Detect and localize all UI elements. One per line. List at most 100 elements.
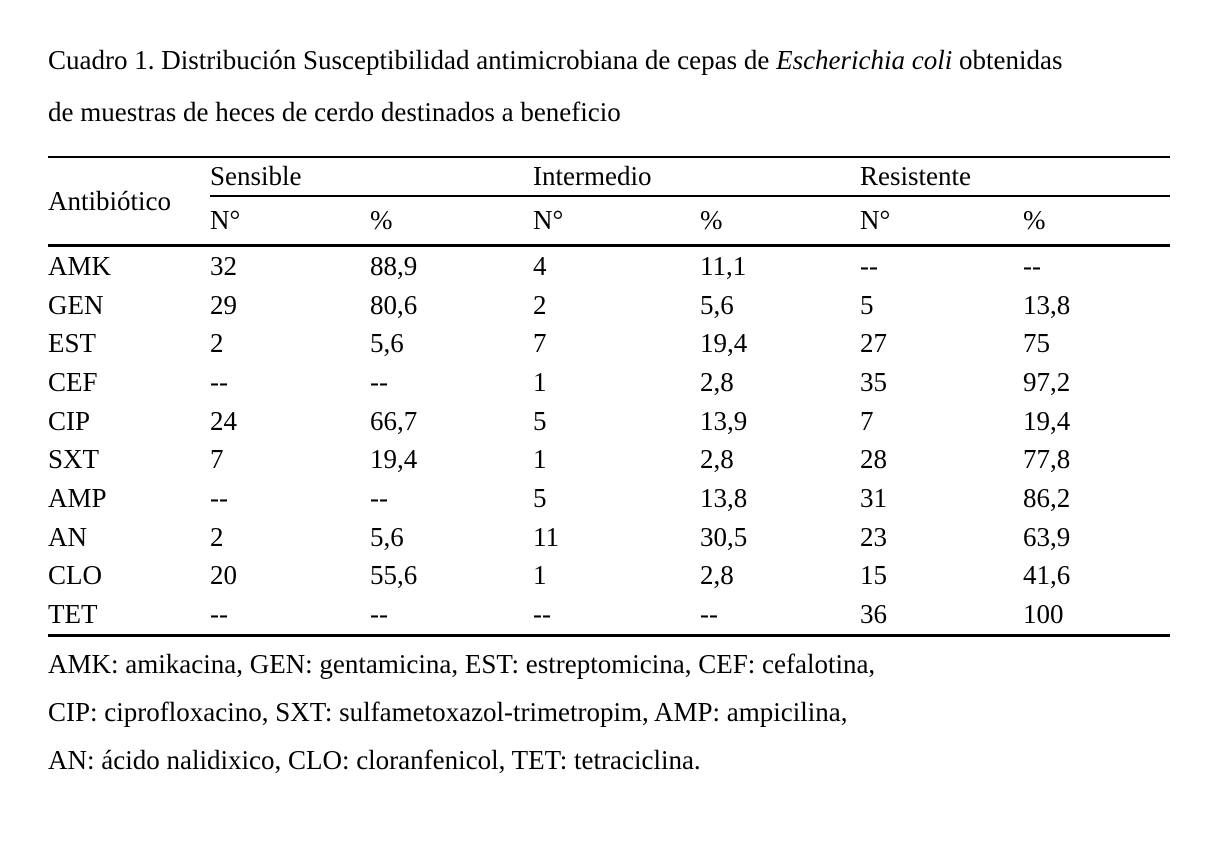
subheader-resistente-pct: % xyxy=(1023,196,1171,247)
value-cell: 5,6 xyxy=(370,328,404,359)
value-cell: 2 xyxy=(210,521,224,552)
group-header-row: Antibiótico Sensible Intermedio Resisten… xyxy=(48,157,1171,247)
table-row: TET -- -- -- -- 36 100 xyxy=(48,595,1170,635)
table-row: EST 2 5,6 7 19,4 27 75 xyxy=(48,324,1170,363)
value-cell: 63,9 xyxy=(1023,521,1071,552)
column-group-intermedio: Intermedio xyxy=(533,157,860,197)
caption-line-2: de muestras de heces de cerdo destinados… xyxy=(48,97,621,127)
table-caption: Cuadro 1. Distribución Susceptibilidad a… xyxy=(48,34,1170,138)
table-header: Antibiótico Sensible Intermedio Resisten… xyxy=(48,157,1171,247)
value-cell: 5 xyxy=(533,482,547,513)
value-cell: 28 xyxy=(860,444,887,475)
value-cell: 13,8 xyxy=(700,482,748,513)
value-cell: 41,6 xyxy=(1023,560,1071,591)
value-cell: -- xyxy=(370,599,388,630)
value-cell: 35 xyxy=(860,366,887,397)
caption-line-1: Cuadro 1. Distribución Susceptibilidad a… xyxy=(48,34,1170,86)
value-cell: 36 xyxy=(860,599,887,630)
table-row: AMK 32 88,9 4 11,1 -- -- xyxy=(48,246,1170,286)
table-row: AMP -- -- 5 13,8 31 86,2 xyxy=(48,479,1170,518)
antibiotic-code-cell: CIP xyxy=(48,405,91,436)
value-cell: -- xyxy=(210,482,228,513)
value-cell: 7 xyxy=(210,444,224,475)
value-cell: 5 xyxy=(533,405,547,436)
value-cell: 5,6 xyxy=(700,289,734,320)
value-cell: -- xyxy=(370,366,388,397)
value-cell: 1 xyxy=(533,560,547,591)
column-group-resistente: Resistente xyxy=(860,157,1171,197)
value-cell: 66,7 xyxy=(370,405,418,436)
value-cell: 15 xyxy=(860,560,887,591)
value-cell: 97,2 xyxy=(1023,366,1071,397)
value-cell: 11,1 xyxy=(700,250,747,281)
table-row: SXT 7 19,4 1 2,8 28 77,8 xyxy=(48,440,1170,479)
value-cell: 20 xyxy=(210,560,237,591)
subheader-intermedio-n: N° xyxy=(533,196,700,247)
subheader-sensible-pct: % xyxy=(370,196,533,247)
abbreviation-footnotes: AMK: amikacina, GEN: gentamicina, EST: e… xyxy=(48,650,1170,774)
antibiotic-code-cell: SXT xyxy=(48,444,100,475)
antibiotic-code-cell: GEN xyxy=(48,289,104,320)
value-cell: 23 xyxy=(860,521,887,552)
value-cell: 2 xyxy=(210,328,224,359)
value-cell: -- xyxy=(860,250,878,281)
value-cell: 30,5 xyxy=(700,521,748,552)
antibiotic-code-cell: CEF xyxy=(48,366,98,397)
value-cell: 2,8 xyxy=(700,560,734,591)
column-header-antibiotico: Antibiótico xyxy=(48,157,210,247)
caption-text-post: obtenidas xyxy=(952,45,1063,75)
value-cell: 13,8 xyxy=(1023,289,1071,320)
value-cell: 7 xyxy=(860,405,874,436)
value-cell: -- xyxy=(533,599,551,630)
value-cell: 75 xyxy=(1023,328,1050,359)
value-cell: -- xyxy=(1023,250,1041,281)
value-cell: 2 xyxy=(533,289,547,320)
species-name-italic: Escherichia coli xyxy=(776,45,953,75)
subheader-row: N° % N° % N° % xyxy=(48,196,1171,247)
antibiotic-code-cell: CLO xyxy=(48,560,102,591)
antibiotic-code-cell: EST xyxy=(48,328,97,359)
caption-text-pre: Cuadro 1. Distribución Susceptibilidad a… xyxy=(48,45,777,75)
value-cell: -- xyxy=(370,482,388,513)
value-cell: -- xyxy=(210,366,228,397)
subheader-sensible-n: N° xyxy=(210,196,370,247)
antibiotic-code-cell: AMP xyxy=(48,482,107,513)
value-cell: -- xyxy=(210,599,228,630)
table-body: AMK 32 88,9 4 11,1 -- -- GEN 29 80,6 2 5,6 5 13,8 EST 2… xyxy=(48,246,1170,636)
value-cell: 19,4 xyxy=(370,444,418,475)
value-cell: 2,8 xyxy=(700,444,734,475)
value-cell: 7 xyxy=(533,328,547,359)
value-cell: 29 xyxy=(210,289,237,320)
column-group-sensible: Sensible xyxy=(210,157,533,197)
value-cell: 86,2 xyxy=(1023,482,1071,513)
value-cell: 2,8 xyxy=(700,366,734,397)
value-cell: 13,9 xyxy=(700,405,748,436)
value-cell: 4 xyxy=(533,250,547,281)
table-row: CEF -- -- 1 2,8 35 97,2 xyxy=(48,363,1170,402)
value-cell: -- xyxy=(700,599,718,630)
value-cell: 19,4 xyxy=(700,328,748,359)
value-cell: 5 xyxy=(860,289,874,320)
value-cell: 19,4 xyxy=(1023,405,1071,436)
table-row: CLO 20 55,6 1 2,8 15 41,6 xyxy=(48,557,1170,596)
table-row: CIP 24 66,7 5 13,9 7 19,4 xyxy=(48,402,1170,441)
footnote-line: AMK: amikacina, GEN: gentamicina, EST: e… xyxy=(48,648,876,679)
antibiotic-code-cell: AMK xyxy=(48,250,112,281)
value-cell: 5,6 xyxy=(370,521,404,552)
table-row: AN 2 5,6 11 30,5 23 63,9 xyxy=(48,518,1170,557)
footnote-line: AN: ácido nalidixico, CLO: cloranfenicol… xyxy=(48,744,701,775)
value-cell: 55,6 xyxy=(370,560,418,591)
antibiotic-code-cell: TET xyxy=(48,599,98,630)
value-cell: 88,9 xyxy=(370,250,418,281)
footnote-line: CIP: ciprofloxacino, SXT: sulfametoxazol… xyxy=(48,696,848,727)
value-cell: 80,6 xyxy=(370,289,418,320)
value-cell: 27 xyxy=(860,328,887,359)
value-cell: 1 xyxy=(533,366,547,397)
value-cell: 32 xyxy=(210,250,237,281)
antibiotic-code-cell: AN xyxy=(48,521,87,552)
value-cell: 1 xyxy=(533,444,547,475)
subheader-intermedio-pct: % xyxy=(700,196,860,247)
value-cell: 11 xyxy=(533,521,559,552)
value-cell: 100 xyxy=(1023,599,1064,630)
